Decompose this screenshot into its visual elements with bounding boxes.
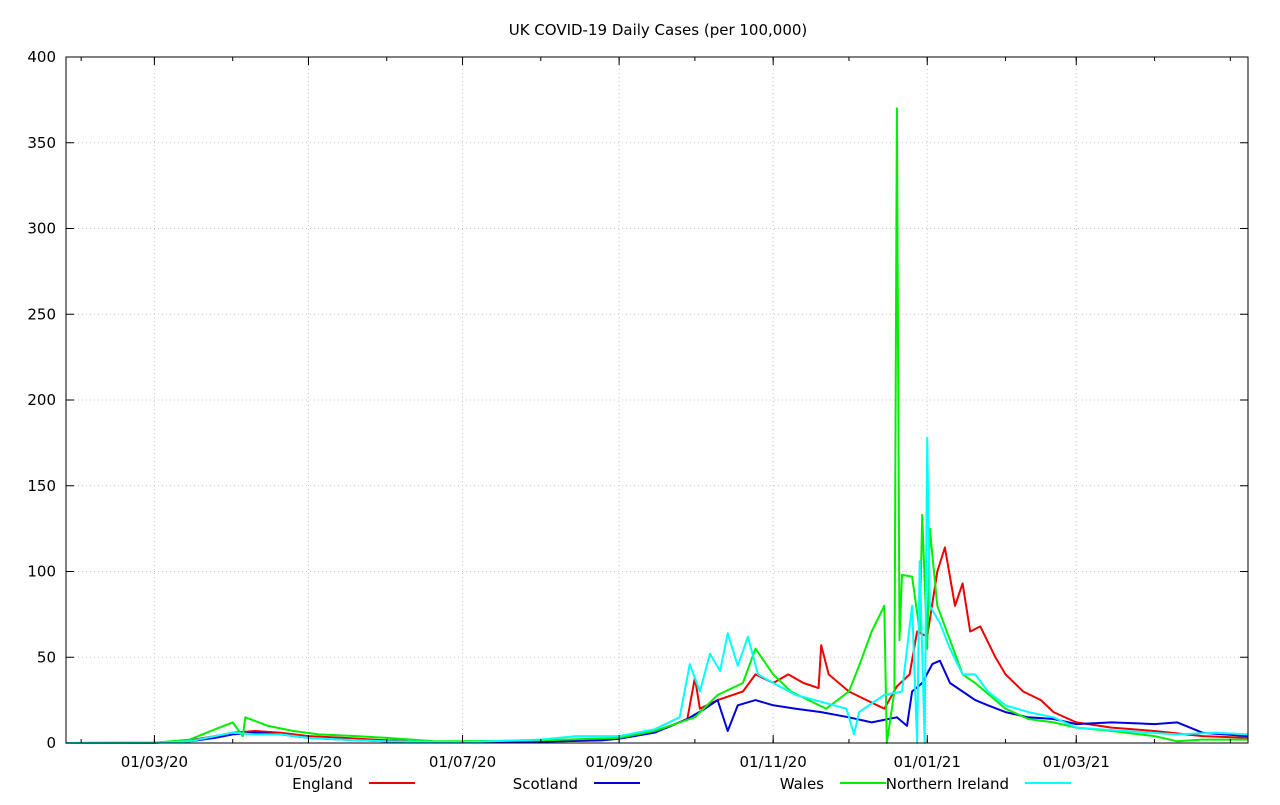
- y-tick-label: 350: [27, 134, 56, 152]
- legend-label-england: England: [292, 775, 353, 793]
- grid-layer: [66, 57, 1248, 743]
- axis-layer: 0 50 100 150 200 250 300 350 400 01/03/20 01/05/20…: [27, 48, 1248, 771]
- x-tick-label: 01/01/21: [894, 753, 961, 771]
- y-tick-label: 0: [46, 734, 56, 752]
- series-layer: [65, 107, 1249, 744]
- chart-title: UK COVID-19 Daily Cases (per 100,000): [509, 21, 808, 39]
- y-tick-label: 100: [27, 563, 56, 581]
- legend-label-northern-ireland: Northern Ireland: [886, 775, 1009, 793]
- legend-label-wales: Wales: [780, 775, 824, 793]
- legend-layer: England Scotland Wales Northern Ireland: [292, 775, 1071, 793]
- series-line-northern-ireland: [65, 436, 1249, 744]
- y-tick-label: 300: [27, 220, 56, 238]
- y-tick-label: 50: [37, 648, 56, 666]
- y-tick-label: 400: [27, 48, 56, 66]
- x-tick-label: 01/03/20: [121, 753, 188, 771]
- series-line-england: [65, 546, 1249, 744]
- y-tick-label: 200: [27, 391, 56, 409]
- y-tick-label: 250: [27, 305, 56, 323]
- y-tick-label: 150: [27, 477, 56, 495]
- x-tick-label: 01/03/21: [1043, 753, 1110, 771]
- series-line-wales: [65, 107, 1248, 744]
- x-tick-label: 01/09/20: [585, 753, 652, 771]
- x-tick-label: 01/05/20: [275, 753, 342, 771]
- x-tick-label: 01/07/20: [429, 753, 496, 771]
- x-tick-label: 01/11/20: [739, 753, 806, 771]
- legend-label-scotland: Scotland: [513, 775, 578, 793]
